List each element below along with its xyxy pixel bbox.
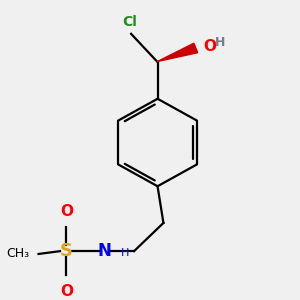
Text: N: N (98, 242, 112, 260)
Text: CH₃: CH₃ (7, 248, 30, 260)
Polygon shape (157, 43, 198, 62)
Text: O: O (203, 39, 216, 54)
Text: O: O (60, 284, 73, 298)
Text: H: H (215, 36, 225, 49)
Text: O: O (60, 204, 73, 219)
Text: S: S (60, 242, 73, 260)
Text: H: H (121, 248, 129, 258)
Text: Cl: Cl (122, 15, 137, 29)
